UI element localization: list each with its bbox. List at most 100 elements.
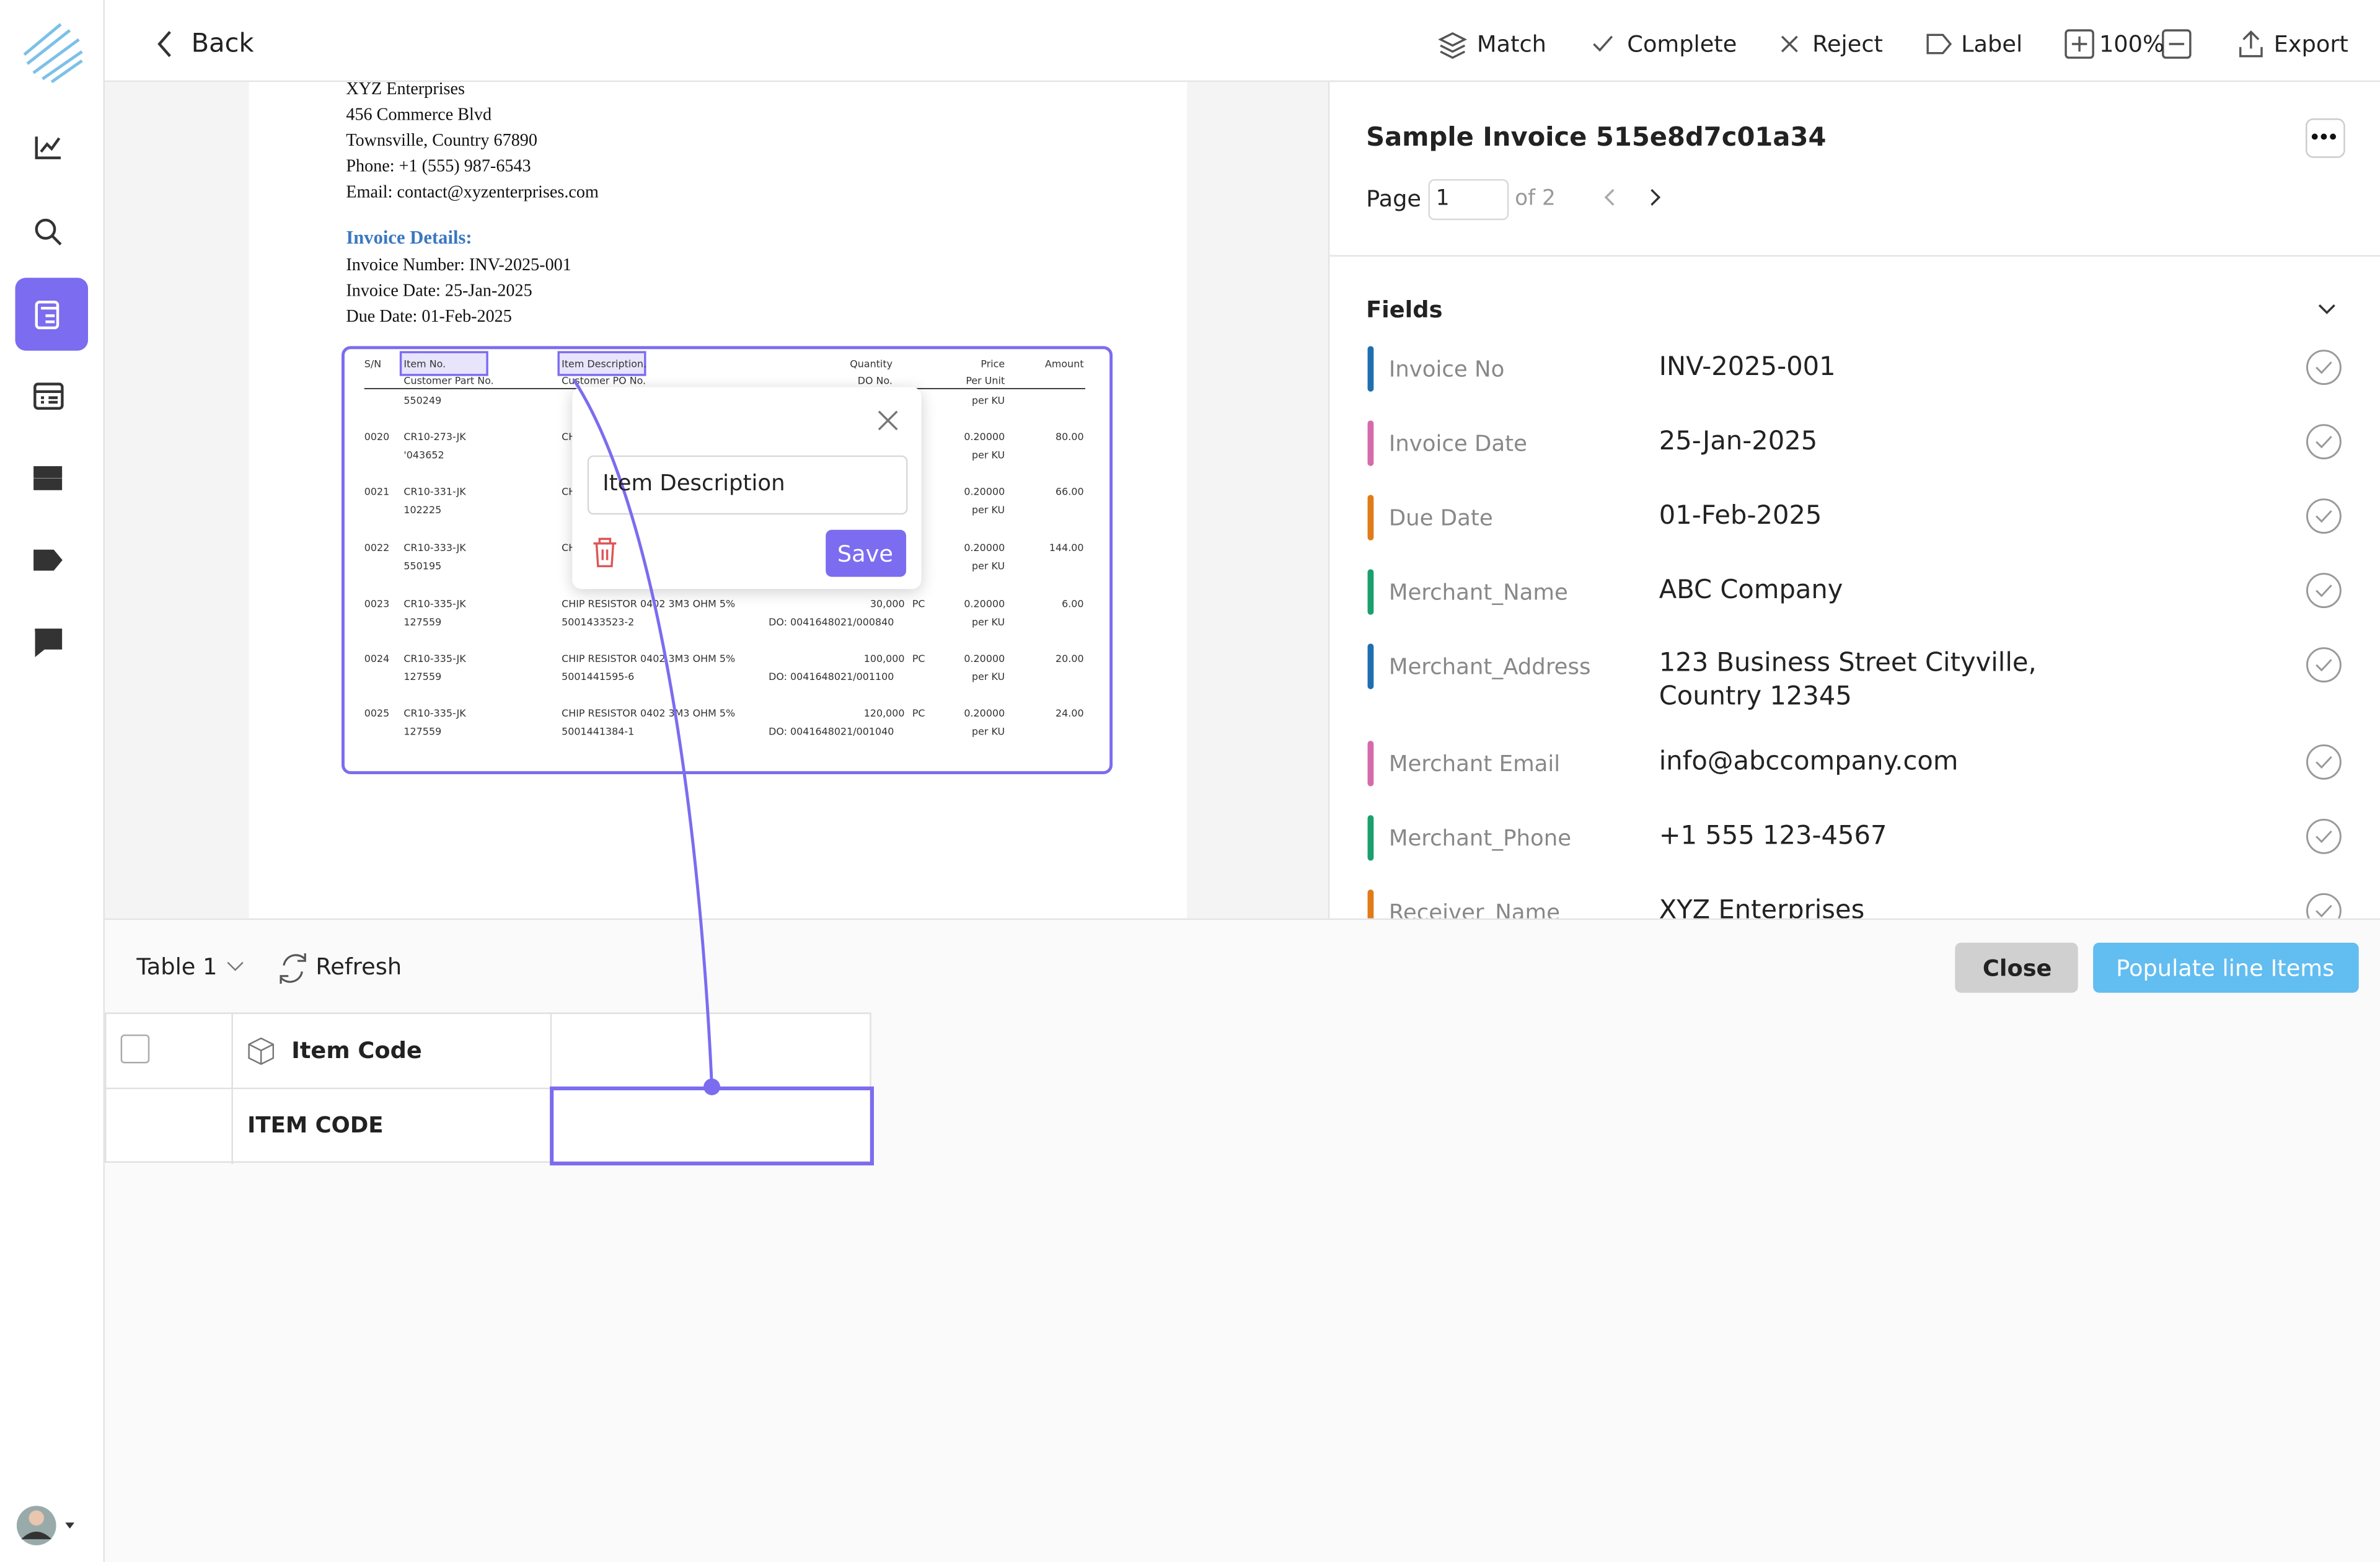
text: Invoice Date xyxy=(1388,432,1527,457)
text: 100,000 xyxy=(863,653,905,665)
text: 30,000 xyxy=(870,598,905,611)
verify-icon[interactable] xyxy=(2306,422,2345,462)
text[interactable]: Match xyxy=(1476,30,1546,58)
text: ITEM CODE xyxy=(247,1114,384,1139)
text: 0020 xyxy=(364,431,390,444)
text: 0.20000 xyxy=(964,431,1005,444)
text: 66.00 xyxy=(1055,485,1084,498)
text[interactable]: Refresh xyxy=(315,953,402,981)
verify-icon[interactable] xyxy=(2306,348,2345,387)
text[interactable]: Table 1 xyxy=(136,953,218,981)
verify-icon[interactable] xyxy=(2306,891,2345,919)
text: Phone: +1 (555) 987-6543 xyxy=(346,157,531,177)
text: CR10-335-JK xyxy=(403,653,466,665)
text[interactable]: Export xyxy=(2273,30,2348,58)
verify-icon[interactable] xyxy=(2306,571,2345,611)
text: CR10-331-JK xyxy=(403,485,466,498)
text: per KU xyxy=(972,504,1005,516)
populate-button[interactable] xyxy=(2093,942,2359,993)
text: 80.00 xyxy=(1055,431,1084,444)
text: Due Date xyxy=(1388,506,1493,532)
divider xyxy=(1329,255,2380,257)
text: 0022 xyxy=(364,542,390,554)
text[interactable]: Save xyxy=(837,540,894,568)
divider xyxy=(1328,82,1330,919)
text: 5001441595-6 xyxy=(562,671,635,684)
text: 01-Feb-2025 xyxy=(1659,501,1822,532)
text: Invoice No xyxy=(1388,358,1505,383)
text: DO: 0041648021/001040 xyxy=(769,725,894,738)
text: Amount xyxy=(1045,358,1084,371)
text: 0.20000 xyxy=(964,598,1005,611)
text: Merchant_Name xyxy=(1388,581,1568,606)
text: Item Description. xyxy=(562,358,647,371)
text: 5001433523-2 xyxy=(562,616,635,629)
popup-icons xyxy=(593,410,898,568)
text: 456 Commerce Blvd xyxy=(346,106,492,125)
text: Townsville, Country 67890 xyxy=(346,132,537,151)
sidebar-icons xyxy=(15,23,89,1546)
text: 0.20000 xyxy=(964,485,1005,498)
text[interactable]: Label xyxy=(1961,30,2023,58)
text: Invoice Date: 25-Jan-2025 xyxy=(346,282,532,301)
text: DO: 0041648021/000840 xyxy=(769,616,894,629)
verify-icon[interactable] xyxy=(2306,743,2345,782)
text: CR10-333-JK xyxy=(403,542,466,554)
fields-list: Invoice No INV-2025-001 Invoice Date 25-Jan… xyxy=(1329,257,2380,919)
text: per KU xyxy=(972,449,1005,462)
text: 127559 xyxy=(403,671,442,684)
text: Merchant_Address xyxy=(1388,655,1591,681)
more-button[interactable] xyxy=(2306,118,2345,158)
text: per KU xyxy=(972,394,1005,407)
text: Item Description xyxy=(602,472,785,496)
field-color xyxy=(1367,741,1374,787)
text: INV-2025-001 xyxy=(1659,352,1836,383)
text: XYZ Enterprises xyxy=(346,80,465,99)
close-button[interactable] xyxy=(1955,942,2078,993)
text: 0025 xyxy=(364,707,390,720)
text: 127559 xyxy=(403,725,442,738)
text[interactable]: Complete xyxy=(1627,30,1737,58)
save-button[interactable] xyxy=(826,529,907,577)
text: ABC Company xyxy=(1659,575,1843,606)
text: Customer PO No. xyxy=(562,374,646,387)
text: 0.20000 xyxy=(964,542,1005,554)
toolbar-icons xyxy=(157,29,2263,59)
text: Quantity xyxy=(850,358,893,371)
page-input[interactable] xyxy=(1428,179,1509,221)
text: Merchant Email xyxy=(1388,752,1561,777)
text[interactable]: Populate line Items xyxy=(2116,955,2335,982)
text: 550195 xyxy=(403,560,442,573)
text: 0024 xyxy=(364,653,390,665)
text: 0.20000 xyxy=(964,653,1005,665)
field-color xyxy=(1367,420,1374,466)
text: Invoice Details: xyxy=(346,227,472,249)
text: Page xyxy=(1366,185,1422,213)
text: Customer Part No. xyxy=(403,374,494,387)
verify-icon[interactable] xyxy=(2306,645,2345,685)
sidebar xyxy=(0,0,105,1562)
text: 550249 xyxy=(403,394,442,407)
text: CR10-335-JK xyxy=(403,707,466,720)
verify-icon[interactable] xyxy=(2306,817,2345,857)
text: 0021 xyxy=(364,485,390,498)
text: info@abccompany.com xyxy=(1659,746,1959,777)
text: 20.00 xyxy=(1055,653,1084,665)
text: Item No. xyxy=(403,358,446,371)
text[interactable]: Reject xyxy=(1812,30,1883,58)
panel-icons xyxy=(1604,133,2336,314)
text: S/N xyxy=(364,358,382,371)
text[interactable]: Back xyxy=(191,29,254,60)
text: 120,000 xyxy=(863,707,905,720)
text[interactable]: Close xyxy=(1982,955,2052,982)
text: PC xyxy=(912,653,925,665)
verify-icon[interactable] xyxy=(2306,496,2345,536)
text: Email: contact@xyzenterprises.com xyxy=(346,183,599,202)
label-input[interactable] xyxy=(587,455,908,515)
text: 25-Jan-2025 xyxy=(1659,426,1818,457)
text: Due Date: 01-Feb-2025 xyxy=(346,308,512,327)
text: 5001441384-1 xyxy=(562,725,635,738)
text: XYZ Enterprises xyxy=(1659,895,1865,919)
